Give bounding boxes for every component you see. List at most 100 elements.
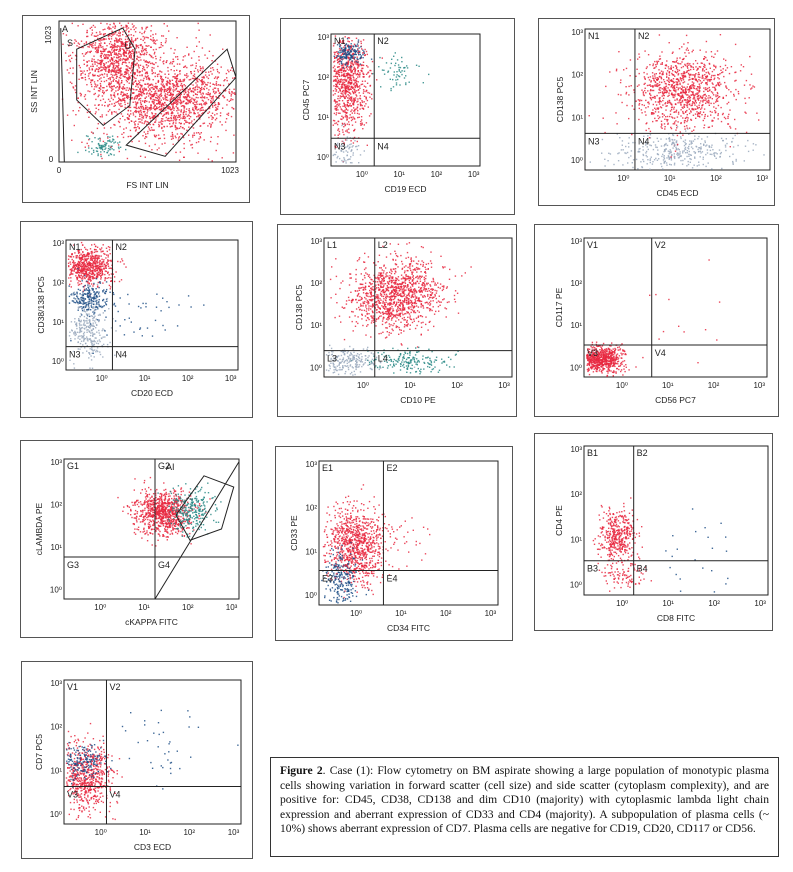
cell-event xyxy=(140,50,143,52)
cell-event xyxy=(120,100,123,102)
cell-event xyxy=(92,47,94,49)
cell-event xyxy=(340,54,342,57)
cell-event xyxy=(116,34,118,36)
cell-event xyxy=(643,94,645,97)
cell-event xyxy=(158,108,161,111)
cell-event xyxy=(99,31,101,33)
cell-event xyxy=(649,130,652,133)
cell-event xyxy=(676,127,678,129)
cell-event xyxy=(662,104,664,106)
cell-event xyxy=(127,66,129,68)
cell-event xyxy=(175,118,178,121)
cell-event xyxy=(658,98,661,100)
cell-event xyxy=(105,79,108,82)
cell-event xyxy=(701,97,703,100)
x-tick-label: 10⁰ xyxy=(356,170,368,179)
cell-event xyxy=(141,51,143,53)
cell-event xyxy=(179,95,181,97)
cell-event xyxy=(357,50,360,52)
cell-event xyxy=(110,153,113,156)
cell-event xyxy=(203,75,205,78)
cell-event xyxy=(125,77,128,79)
cell-event xyxy=(628,146,630,148)
cell-event xyxy=(651,85,653,87)
cell-event xyxy=(98,45,100,47)
cell-event xyxy=(138,127,140,129)
cell-event xyxy=(346,145,349,148)
cell-event xyxy=(688,133,690,135)
cell-event xyxy=(151,100,153,103)
cell-event xyxy=(688,108,690,110)
cell-event xyxy=(115,45,117,48)
cell-event xyxy=(347,85,349,87)
cell-event xyxy=(129,106,132,109)
cell-event xyxy=(679,155,681,157)
cell-event xyxy=(109,41,112,43)
cell-event xyxy=(167,81,169,83)
cell-event xyxy=(186,46,188,48)
cell-event xyxy=(339,56,341,58)
cell-event xyxy=(363,76,365,78)
cell-event xyxy=(675,129,677,131)
cell-event xyxy=(101,69,103,71)
cell-event xyxy=(88,67,90,69)
cell-event xyxy=(646,143,648,145)
cell-event xyxy=(125,42,127,45)
cell-event xyxy=(667,66,670,68)
cell-event xyxy=(162,83,164,85)
cell-event xyxy=(195,105,197,108)
cell-event xyxy=(339,79,341,81)
cell-event xyxy=(339,43,341,46)
cell-event xyxy=(169,123,171,125)
cell-event xyxy=(394,52,396,54)
cell-event xyxy=(116,46,118,48)
cell-event xyxy=(124,97,126,99)
cell-event xyxy=(79,66,81,69)
cell-event xyxy=(350,105,352,107)
cell-event xyxy=(644,78,646,80)
cell-event xyxy=(668,42,670,44)
cell-event xyxy=(198,116,200,118)
cell-event xyxy=(667,155,670,157)
cell-event xyxy=(638,100,641,102)
cell-event xyxy=(355,50,358,53)
cell-event xyxy=(136,62,138,64)
cell-event xyxy=(674,87,676,89)
cell-event xyxy=(189,78,192,81)
cell-event xyxy=(138,71,140,74)
cell-event xyxy=(352,54,355,56)
cell-event xyxy=(717,113,719,115)
cell-event xyxy=(353,57,355,60)
cell-event xyxy=(685,92,687,94)
cell-event xyxy=(90,81,92,84)
cell-event xyxy=(339,56,342,58)
cell-event xyxy=(125,52,127,54)
cell-event xyxy=(146,72,149,75)
cell-event xyxy=(115,71,117,73)
cell-event xyxy=(173,117,175,120)
cell-event xyxy=(347,105,350,108)
cell-event xyxy=(622,164,624,166)
cell-event xyxy=(158,123,160,126)
cell-event xyxy=(228,83,230,85)
cell-event xyxy=(143,87,146,89)
cell-event xyxy=(150,83,153,85)
cell-event xyxy=(744,97,746,100)
cell-event xyxy=(389,78,391,80)
cell-event xyxy=(141,28,143,30)
cell-event xyxy=(355,85,357,87)
cell-event xyxy=(152,100,154,103)
cell-event xyxy=(670,68,672,70)
cell-event xyxy=(144,113,146,115)
cell-event xyxy=(107,110,110,113)
cell-event xyxy=(144,49,146,51)
cell-event xyxy=(345,66,348,68)
cell-event xyxy=(621,144,623,146)
cell-event xyxy=(637,58,639,60)
cell-event xyxy=(88,151,90,153)
cell-event xyxy=(689,88,691,91)
cell-event xyxy=(178,119,181,121)
cell-event xyxy=(162,130,164,132)
cell-event xyxy=(345,64,347,66)
cell-event xyxy=(344,56,346,59)
